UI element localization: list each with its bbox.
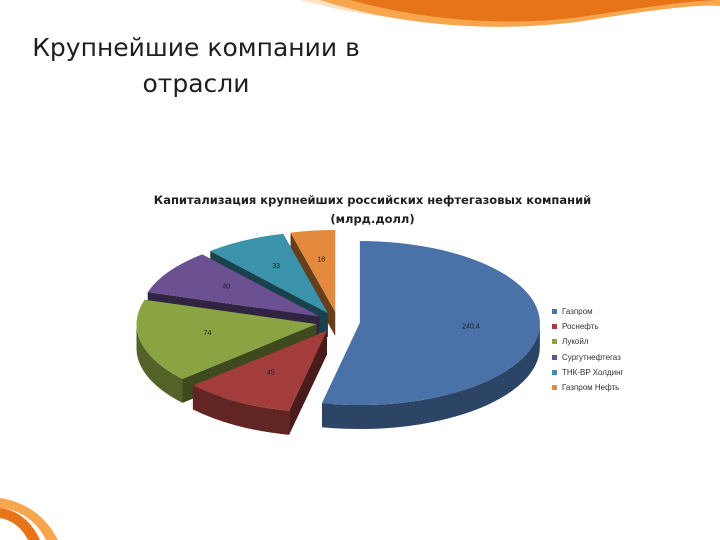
legend-swatch [552,309,557,315]
data-label-lukoil: 74 [204,330,212,337]
chart-title-line-1: Капитализация крупнейших российских нефт… [153,193,592,207]
legend-item-surgutneftegaz: Сургутнефтегаз [552,350,623,365]
legend-item-gazprom: Газпром [552,304,623,319]
slide-title: Крупнейшие компании в отрасли [16,30,376,102]
legend-swatch [552,339,557,345]
data-label-tnk-bp: 33 [272,263,280,270]
chart-title: Капитализация крупнейших российских нефт… [150,191,595,229]
legend-label: Газпром [562,307,593,317]
legend-item-lukoil: Лукойл [552,334,623,349]
legend-label: Роснефть [562,322,599,332]
pie-slice-gazprom [321,241,540,430]
legend-label: Газпром Нефть [562,383,620,393]
legend-swatch [552,369,557,375]
data-label-rosneft: 45 [267,370,275,377]
slide-title-line-2: отрасли [142,69,250,98]
legend-label: Сургутнефтегаз [562,352,621,362]
legend-label: Лукойл [562,337,589,347]
chart-title-line-2: (млрд.долл) [330,212,415,226]
data-label-gazprom-neft: 18 [317,257,325,264]
legend-item-gazprom-neft: Газпром Нефть [552,380,623,395]
slide-title-line-1: Крупнейшие компании в [32,33,360,62]
chart-legend: Газпром Роснефть Лукойл Сургутнефтегаз ТНК-B… [552,304,623,395]
legend-swatch [552,385,557,391]
data-label-gazprom: 240,4 [462,323,480,330]
legend-swatch [552,354,557,360]
legend-item-rosneft: Роснефть [552,319,623,334]
legend-item-tnk-bp: ТНК-BP Холдинг [552,365,623,380]
legend-label: ТНК-BP Холдинг [562,367,624,377]
pie-slice-rosneft [192,330,327,435]
legend-swatch [552,324,557,330]
data-label-surgutneftegaz: 40 [222,284,230,291]
